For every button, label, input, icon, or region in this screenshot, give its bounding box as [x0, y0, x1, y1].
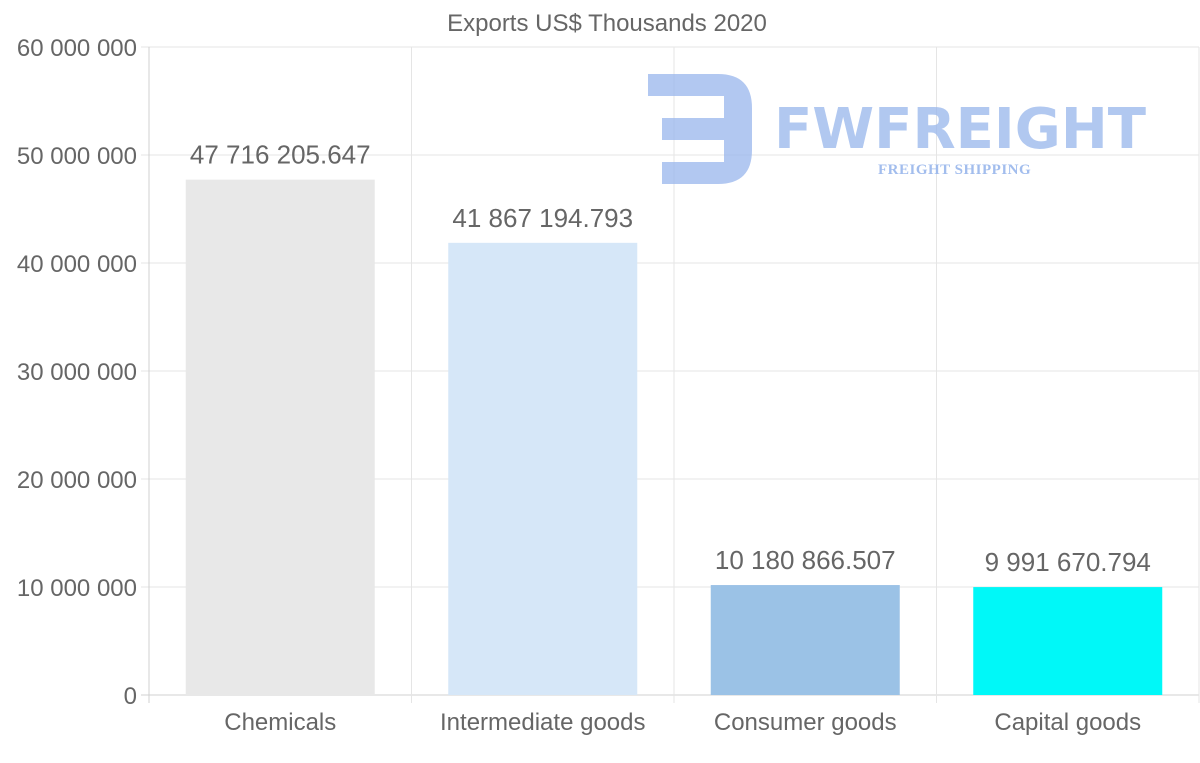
bar	[448, 242, 638, 695]
data-labels: 47 716 205.647 41 867 194.793 10 180 866.5…	[190, 140, 1151, 577]
x-tick-label: Capital goods	[994, 709, 1141, 736]
data-label: 41 867 194.793	[452, 203, 633, 233]
chart-title: Exports US$ Thousands 2020	[447, 10, 767, 37]
brand-logo-tagline: FREIGHT SHIPPING	[878, 162, 1031, 178]
bar	[185, 179, 375, 695]
y-tick-label: 50 000 000	[17, 143, 137, 170]
x-tick-label: Intermediate goods	[440, 709, 645, 736]
brand-logo: FWFREIGHT FREIGHT SHIPPING	[648, 74, 1146, 184]
y-tick-label: 40 000 000	[17, 251, 137, 278]
y-tick-label: 0	[124, 683, 137, 710]
y-tick-label: 20 000 000	[17, 467, 137, 494]
bar	[973, 587, 1163, 695]
y-tick-label: 30 000 000	[17, 359, 137, 386]
x-axis-ticks: Chemicals Intermediate goods Consumer good…	[224, 709, 1141, 736]
data-label: 10 180 866.507	[715, 545, 896, 575]
bar	[710, 585, 900, 695]
x-tick-label: Consumer goods	[714, 709, 897, 736]
brand-logo-name: FWFREIGHT	[774, 97, 1146, 162]
bars	[185, 179, 1163, 695]
data-label: 9 991 670.794	[985, 547, 1151, 577]
brand-logo-mark-icon	[648, 74, 752, 184]
y-axis-ticks: 0 10 000 000 20 000 000 30 000 000 40 000 00…	[17, 35, 137, 710]
x-tick-label: Chemicals	[224, 709, 336, 736]
y-tick-label: 10 000 000	[17, 575, 137, 602]
y-tick-label: 60 000 000	[17, 35, 137, 62]
data-label: 47 716 205.647	[190, 140, 371, 170]
